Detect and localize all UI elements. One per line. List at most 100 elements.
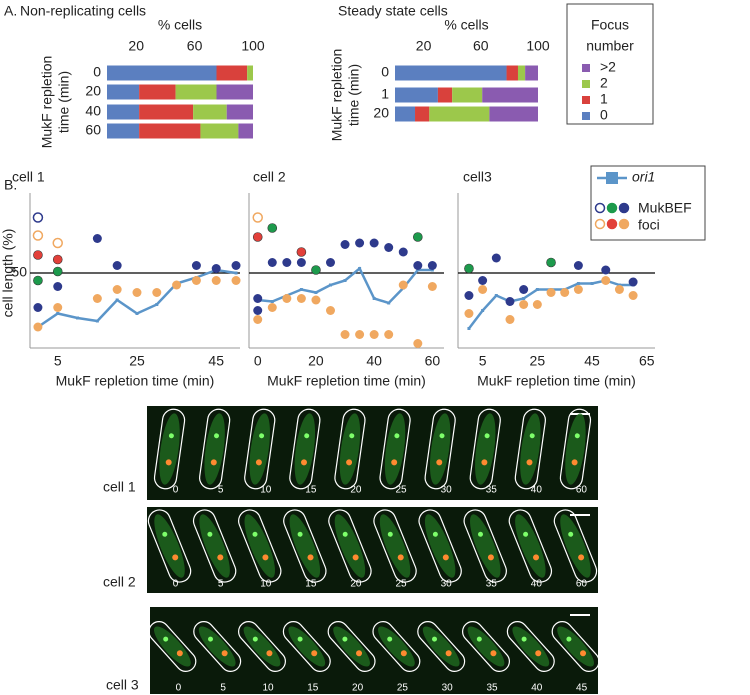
- cell-outline: [424, 408, 456, 490]
- time-label: 25: [395, 579, 407, 590]
- x-tick-label: 100: [526, 38, 550, 54]
- bar-segment: [489, 106, 538, 122]
- focus-point: [32, 212, 44, 223]
- legend-marker: [594, 202, 606, 214]
- focus-point: [282, 294, 292, 303]
- time-label: 10: [260, 579, 272, 590]
- focus-point: [211, 264, 221, 273]
- focus-point: [398, 280, 408, 290]
- focus-point: [33, 275, 43, 286]
- cell-outline: [192, 509, 237, 583]
- legend-box: [566, 3, 654, 125]
- legend-label: >2: [600, 59, 616, 75]
- legend-title: Focus: [591, 17, 629, 33]
- focus-spot: [208, 636, 214, 642]
- focus-point: [546, 288, 556, 297]
- focus-spot: [176, 650, 183, 657]
- cell-glow: [294, 413, 316, 485]
- cell-glow: [378, 626, 415, 667]
- x-axis-label: % cells: [158, 17, 202, 33]
- cell: [372, 621, 421, 672]
- focus-spot: [571, 459, 578, 466]
- focus-point: [519, 285, 529, 294]
- focus-point: [231, 276, 241, 285]
- focus-spot: [397, 554, 404, 561]
- cell-outline: [283, 509, 327, 583]
- cell-glow: [379, 514, 411, 578]
- y-axis-label: MukF repletion: [39, 56, 55, 149]
- cell-glow: [154, 514, 185, 578]
- cell: [418, 509, 462, 583]
- cell-glow: [557, 626, 594, 667]
- bar-segment: [216, 65, 248, 81]
- time-label: 40: [531, 579, 543, 590]
- bar-segment: [415, 106, 430, 122]
- focus-point: [355, 330, 365, 339]
- bar-segment: [226, 104, 253, 120]
- time-label: 45: [576, 683, 588, 694]
- time-label: 15: [305, 579, 317, 590]
- focus-point: [267, 223, 278, 233]
- focus-spot: [484, 433, 490, 439]
- cell-glow: [333, 626, 370, 667]
- chart-title: Steady state cells: [338, 3, 448, 19]
- focus-spot: [297, 531, 303, 537]
- focus-spot: [478, 531, 484, 537]
- y-tick-label: 40: [85, 103, 101, 119]
- x-tick-label: 0: [254, 353, 262, 369]
- time-label: 0: [176, 683, 182, 694]
- focus-point: [152, 288, 162, 297]
- bar-segment: [517, 65, 526, 81]
- time-label: 30: [441, 579, 453, 590]
- cell: [327, 621, 376, 672]
- ori1-vertex: [234, 271, 238, 275]
- cell: [508, 509, 553, 583]
- cell-label: cell 1: [103, 479, 136, 495]
- focus-point: [413, 232, 423, 242]
- cell-glow: [470, 514, 501, 578]
- cell: [193, 621, 242, 672]
- bar-segment: [175, 84, 217, 100]
- time-label: 60: [576, 579, 588, 590]
- focus-spot: [207, 531, 213, 537]
- focus-point: [282, 258, 292, 267]
- focus-point: [191, 276, 201, 285]
- cell: [469, 408, 501, 490]
- focus-spot: [487, 554, 494, 561]
- focus-spot: [300, 459, 307, 466]
- cell: [283, 509, 327, 583]
- focus-point: [413, 339, 423, 348]
- cell-outline: [238, 509, 282, 583]
- cell-glow: [154, 626, 191, 667]
- time-label: 5: [220, 683, 226, 694]
- time-label: 40: [531, 485, 543, 496]
- cell-outline: [327, 621, 376, 672]
- cell: [289, 408, 321, 490]
- ori1-line: [467, 279, 634, 330]
- cell-outline: [193, 621, 242, 672]
- legend-swatch: [582, 112, 590, 120]
- focus-point: [92, 294, 102, 303]
- cell-outline: [372, 621, 421, 672]
- focus-spot: [304, 433, 310, 439]
- focus-point: [296, 258, 306, 267]
- legend-label: 2: [600, 75, 608, 91]
- y-tick-label: 20: [373, 105, 389, 121]
- ori1-vertex: [299, 288, 303, 291]
- focus-point: [53, 303, 63, 312]
- legend-swatch: [582, 64, 590, 72]
- cell: [553, 509, 598, 583]
- chart-title: cell3: [463, 169, 492, 185]
- x-axis-label: MukF repletion time (min): [56, 373, 215, 389]
- focus-spot: [262, 554, 269, 561]
- cell-outline: [328, 509, 372, 583]
- focus-point: [52, 266, 63, 277]
- focus-spot: [210, 459, 217, 466]
- focus-spot: [163, 636, 169, 642]
- focus-spot: [172, 554, 179, 561]
- focus-spot: [476, 636, 482, 642]
- focus-point: [296, 294, 306, 303]
- focus-point: [413, 261, 423, 270]
- focus-spot: [221, 650, 228, 657]
- cell-glow: [334, 514, 366, 578]
